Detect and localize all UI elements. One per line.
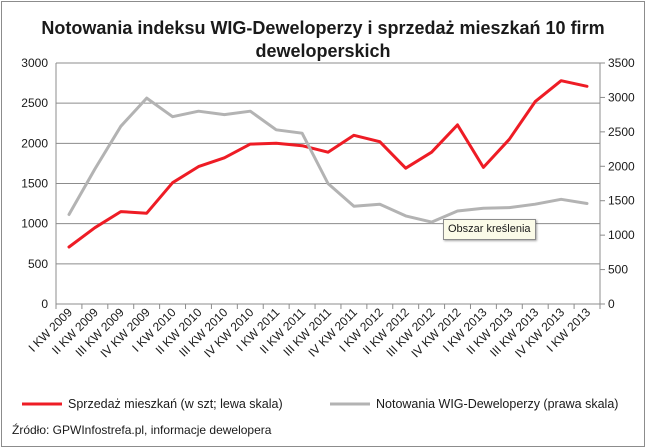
right-axis-tick-label: 2000 <box>608 159 635 173</box>
left-axis-tick-label: 3000 <box>21 56 48 70</box>
right-axis-tick-label: 2500 <box>608 125 635 139</box>
right-axis-tick-label: 1000 <box>608 228 635 242</box>
sales-line <box>67 79 589 249</box>
left-axis-tick-label: 1500 <box>21 177 48 191</box>
left-axis-tick-label: 2500 <box>21 96 48 110</box>
left-axis-tick-label: 500 <box>28 257 48 271</box>
left-axis-tick-label: 0 <box>41 297 48 311</box>
source-note: Źródło: GPWInfostrefa.pl, informacje dew… <box>12 422 272 437</box>
chart-title-line-2: deweloperskich <box>255 41 390 61</box>
plot-area-tooltip: Obszar kreślenia <box>443 219 536 240</box>
right-axis-tick-label: 3000 <box>608 90 635 104</box>
right-axis-tick-label: 3500 <box>608 56 635 70</box>
legend-label: Notowania WIG-Deweloperzy (prawa skala) <box>376 397 618 411</box>
wig-deweloperzy-line <box>67 96 589 224</box>
legend-label: Sprzedaż mieszkań (w szt; lewa skala) <box>68 397 283 411</box>
right-axis-tick-label: 0 <box>608 297 615 311</box>
left-axis-tick-label: 1000 <box>21 217 48 231</box>
legend: Sprzedaż mieszkań (w szt; lewa skala) Not… <box>22 397 618 411</box>
axes: 0 500 1000 1500 2000 2500 3000 0 500 1000 1500 2000… <box>21 56 635 360</box>
series-lines <box>67 79 589 249</box>
chart-title-line-1: Notowania indeksu WIG-Deweloperzy i sprz… <box>41 18 604 38</box>
right-axis-tick-label: 500 <box>608 263 628 277</box>
left-axis-tick-label: 2000 <box>21 136 48 150</box>
right-axis-tick-label: 1500 <box>608 194 635 208</box>
